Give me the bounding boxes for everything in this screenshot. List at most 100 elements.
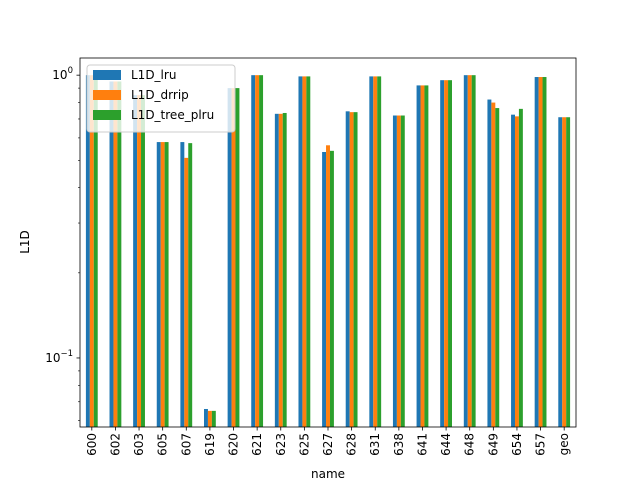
x-tick-label-620: 620 — [227, 433, 241, 456]
bar-L1D_drrip-602 — [113, 81, 118, 428]
bar-L1D_tree_plru-625 — [306, 76, 311, 428]
legend: L1D_lru L1D_drrip L1D_tree_plru — [86, 64, 236, 133]
x-tick-label-607: 607 — [179, 433, 193, 456]
bar-L1D_drrip-649 — [491, 102, 496, 427]
legend-label-L1D_drrip: L1D_drrip — [131, 88, 189, 102]
bar-L1D_tree_plru-641 — [424, 85, 429, 427]
x-axis-title: name — [311, 467, 345, 480]
bars-layer — [85, 75, 571, 428]
x-tick-label-644: 644 — [439, 433, 453, 456]
bar-L1D_lru-625 — [298, 76, 303, 428]
bar-L1D_lru-607 — [180, 142, 185, 427]
bar-L1D_drrip-638 — [396, 115, 401, 427]
bar-L1D_tree_plru-600 — [93, 75, 98, 428]
bar-L1D_drrip-605 — [160, 142, 165, 427]
bar-L1D_lru-631 — [369, 76, 374, 428]
x-tick-label-627: 627 — [321, 433, 335, 456]
y-tick-label-1: 100 — [52, 66, 73, 82]
bar-L1D_drrip-619 — [207, 410, 212, 427]
bar-L1D_drrip-620 — [231, 88, 236, 428]
bar-L1D_tree_plru-649 — [495, 108, 500, 427]
legend-swatch-L1D_tree_plru — [93, 110, 121, 120]
bar-L1D_tree_plru-602 — [117, 81, 122, 428]
bar-L1D_drrip-641 — [420, 85, 425, 427]
x-tick-label-654: 654 — [510, 433, 524, 456]
bar-L1D_tree_plru-619 — [211, 410, 216, 427]
bar-L1D_lru-621 — [251, 75, 256, 428]
bar-L1D_tree_plru-621 — [259, 75, 264, 428]
bar-L1D_drrip-627 — [326, 145, 330, 428]
bar-L1D_lru-605 — [156, 142, 161, 427]
x-tick-label-605: 605 — [156, 433, 170, 456]
bar-L1D_lru-648 — [463, 75, 468, 428]
bar-L1D_drrip-600 — [89, 75, 94, 428]
x-tick-label-621: 621 — [250, 433, 264, 456]
bar-L1D_drrip-657 — [538, 77, 543, 428]
bar-L1D_drrip-607 — [184, 157, 189, 428]
x-tick-label-geo: geo — [557, 433, 571, 455]
x-tick-label-648: 648 — [463, 433, 477, 456]
x-tick-label-602: 602 — [108, 433, 122, 456]
bar-L1D_tree_plru-648 — [471, 75, 476, 428]
x-tick-label-628: 628 — [345, 433, 359, 456]
x-tick-label-649: 649 — [486, 433, 500, 456]
x-tick-label-600: 600 — [85, 433, 99, 456]
legend-label-L1D_lru: L1D_lru — [131, 68, 176, 82]
bar-L1D_drrip-644 — [444, 80, 449, 428]
bar-L1D_tree_plru-628 — [353, 112, 358, 428]
bar-L1D_lru-619 — [204, 408, 208, 427]
bar-L1D_drrip-628 — [349, 112, 354, 428]
bar-L1D_drrip-631 — [373, 76, 378, 428]
bar-L1D_tree_plru-638 — [400, 115, 405, 427]
x-tick-label-657: 657 — [534, 433, 548, 456]
bar-L1D_tree_plru-605 — [164, 142, 169, 427]
x-tick-label-641: 641 — [415, 433, 429, 456]
bar-L1D_lru-644 — [440, 80, 445, 428]
bar-L1D_lru-602 — [109, 81, 114, 428]
bar-L1D_drrip-654 — [514, 116, 519, 428]
bar-L1D_lru-620 — [227, 88, 232, 428]
y-axis: 100 10−1 — [45, 66, 80, 422]
bar-L1D_lru-638 — [392, 115, 397, 427]
x-tick-label-603: 603 — [132, 433, 146, 456]
bar-L1D_drrip-623 — [278, 113, 283, 427]
x-tick-label-625: 625 — [297, 433, 311, 456]
bar-L1D_lru-geo — [558, 117, 563, 427]
bar-L1D_drrip-621 — [255, 75, 260, 428]
bar-L1D_lru-603 — [133, 95, 138, 427]
bar-L1D_tree_plru-631 — [377, 76, 382, 428]
bar-L1D_drrip-geo — [562, 117, 567, 427]
x-tick-label-638: 638 — [392, 433, 406, 456]
bar-L1D_tree_plru-620 — [235, 88, 240, 428]
y-axis-title: L1D — [18, 230, 32, 254]
bar-L1D_tree_plru-657 — [542, 77, 547, 428]
bar-L1D_drrip-625 — [302, 76, 307, 428]
bar-L1D_tree_plru-654 — [518, 108, 523, 428]
x-tick-label-619: 619 — [203, 433, 217, 456]
bar-L1D_tree_plru-644 — [448, 80, 452, 428]
plot-frame — [79, 57, 577, 428]
legend-swatch-L1D_lru — [93, 70, 121, 80]
legend-swatch-L1D_drrip — [93, 90, 121, 100]
bar-L1D_drrip-603 — [137, 95, 142, 427]
y-tick-label-0.1: 10−1 — [45, 349, 73, 365]
x-axis: 600 602 603 605 607 619 620 621 623 625 627 628 631 6… — [85, 427, 571, 456]
x-tick-label-631: 631 — [368, 433, 382, 456]
bar-L1D_tree_plru-603 — [141, 95, 145, 427]
bar-L1D_lru-600 — [85, 75, 90, 428]
legend-box — [86, 64, 236, 133]
bar-L1D_lru-649 — [487, 99, 492, 427]
bar-L1D_tree_plru-geo — [566, 117, 571, 427]
bar-L1D_tree_plru-627 — [329, 150, 334, 427]
x-tick-label-623: 623 — [274, 433, 288, 456]
bar-L1D_drrip-648 — [467, 75, 472, 428]
bar-L1D_lru-628 — [345, 111, 350, 427]
bar-L1D_lru-657 — [534, 77, 539, 428]
bar-L1D_lru-627 — [322, 151, 327, 428]
legend-label-L1D_tree_plru: L1D_tree_plru — [131, 108, 214, 122]
bar-L1D_lru-641 — [416, 85, 421, 427]
bar-L1D_lru-623 — [274, 113, 279, 427]
bar-L1D_tree_plru-623 — [282, 112, 287, 427]
bar-L1D_lru-654 — [511, 114, 515, 427]
